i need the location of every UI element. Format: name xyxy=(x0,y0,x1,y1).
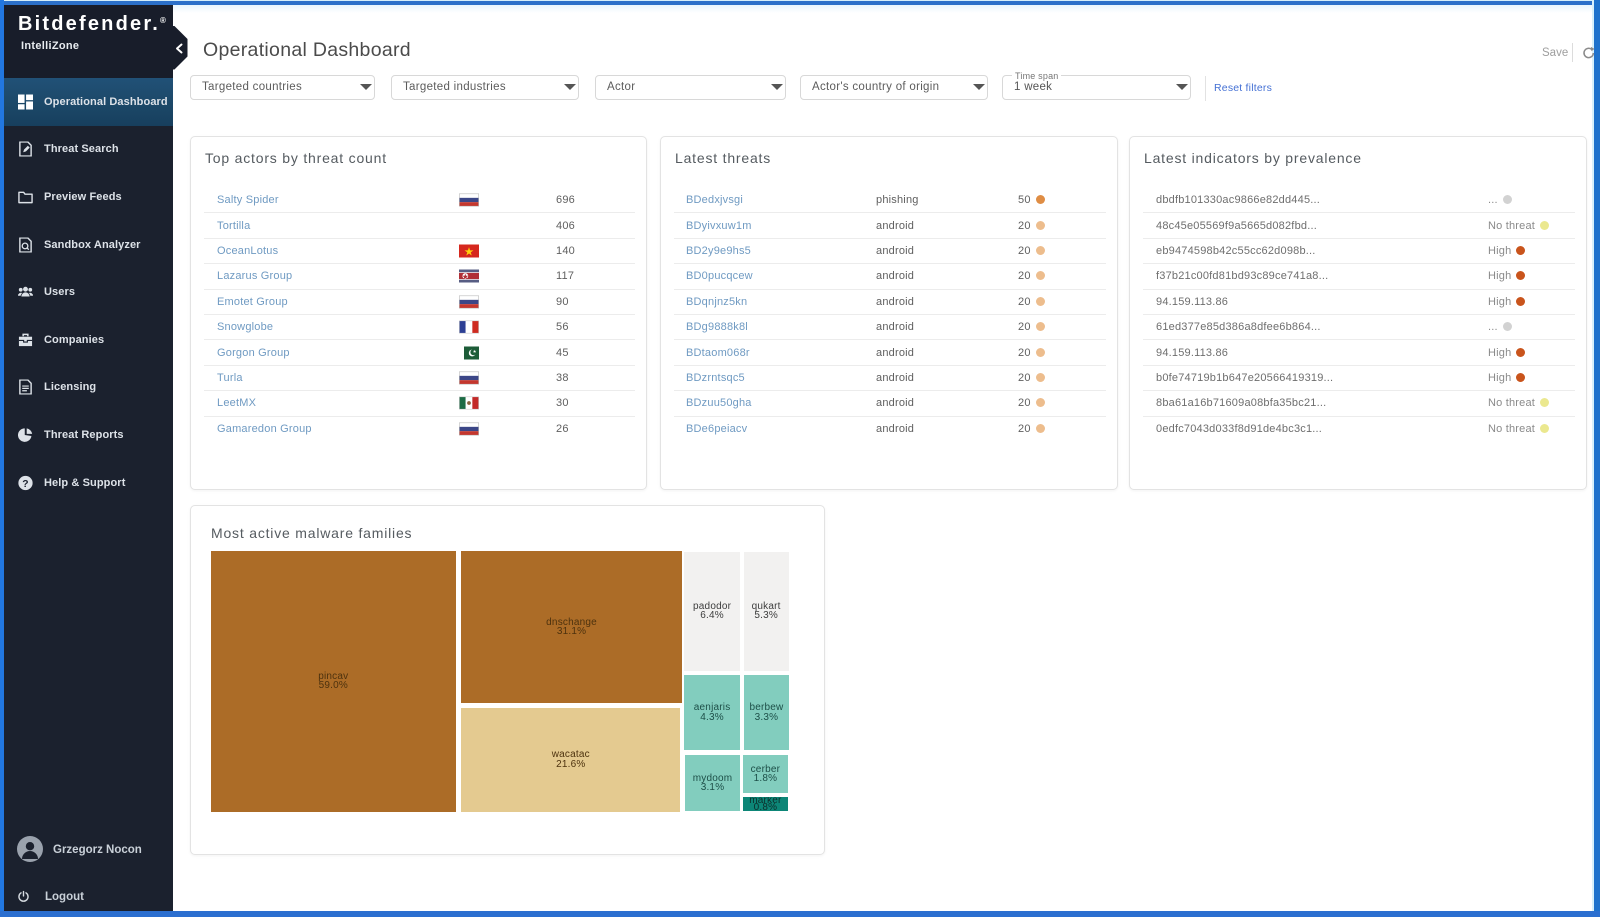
svg-text:?: ? xyxy=(22,478,28,489)
